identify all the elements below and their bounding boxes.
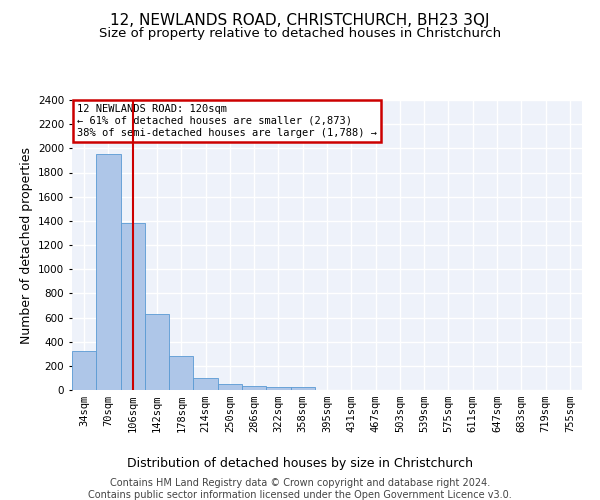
Text: Size of property relative to detached houses in Christchurch: Size of property relative to detached ho…: [99, 28, 501, 40]
Bar: [290, 388, 315, 390]
Bar: [218, 384, 242, 390]
Bar: [72, 352, 96, 390]
Bar: [145, 314, 169, 390]
Text: 12 NEWLANDS ROAD: 120sqm
← 61% of detached houses are smaller (2,873)
38% of sem: 12 NEWLANDS ROAD: 120sqm ← 61% of detach…: [77, 104, 377, 138]
Bar: [169, 356, 193, 390]
Text: Contains HM Land Registry data © Crown copyright and database right 2024.: Contains HM Land Registry data © Crown c…: [110, 478, 490, 488]
Y-axis label: Number of detached properties: Number of detached properties: [20, 146, 32, 344]
Bar: [266, 386, 290, 390]
Bar: [193, 378, 218, 390]
Text: 12, NEWLANDS ROAD, CHRISTCHURCH, BH23 3QJ: 12, NEWLANDS ROAD, CHRISTCHURCH, BH23 3Q…: [110, 12, 490, 28]
Text: Contains public sector information licensed under the Open Government Licence v3: Contains public sector information licen…: [88, 490, 512, 500]
Bar: [96, 154, 121, 390]
Bar: [242, 386, 266, 390]
Bar: [121, 223, 145, 390]
Text: Distribution of detached houses by size in Christchurch: Distribution of detached houses by size …: [127, 458, 473, 470]
